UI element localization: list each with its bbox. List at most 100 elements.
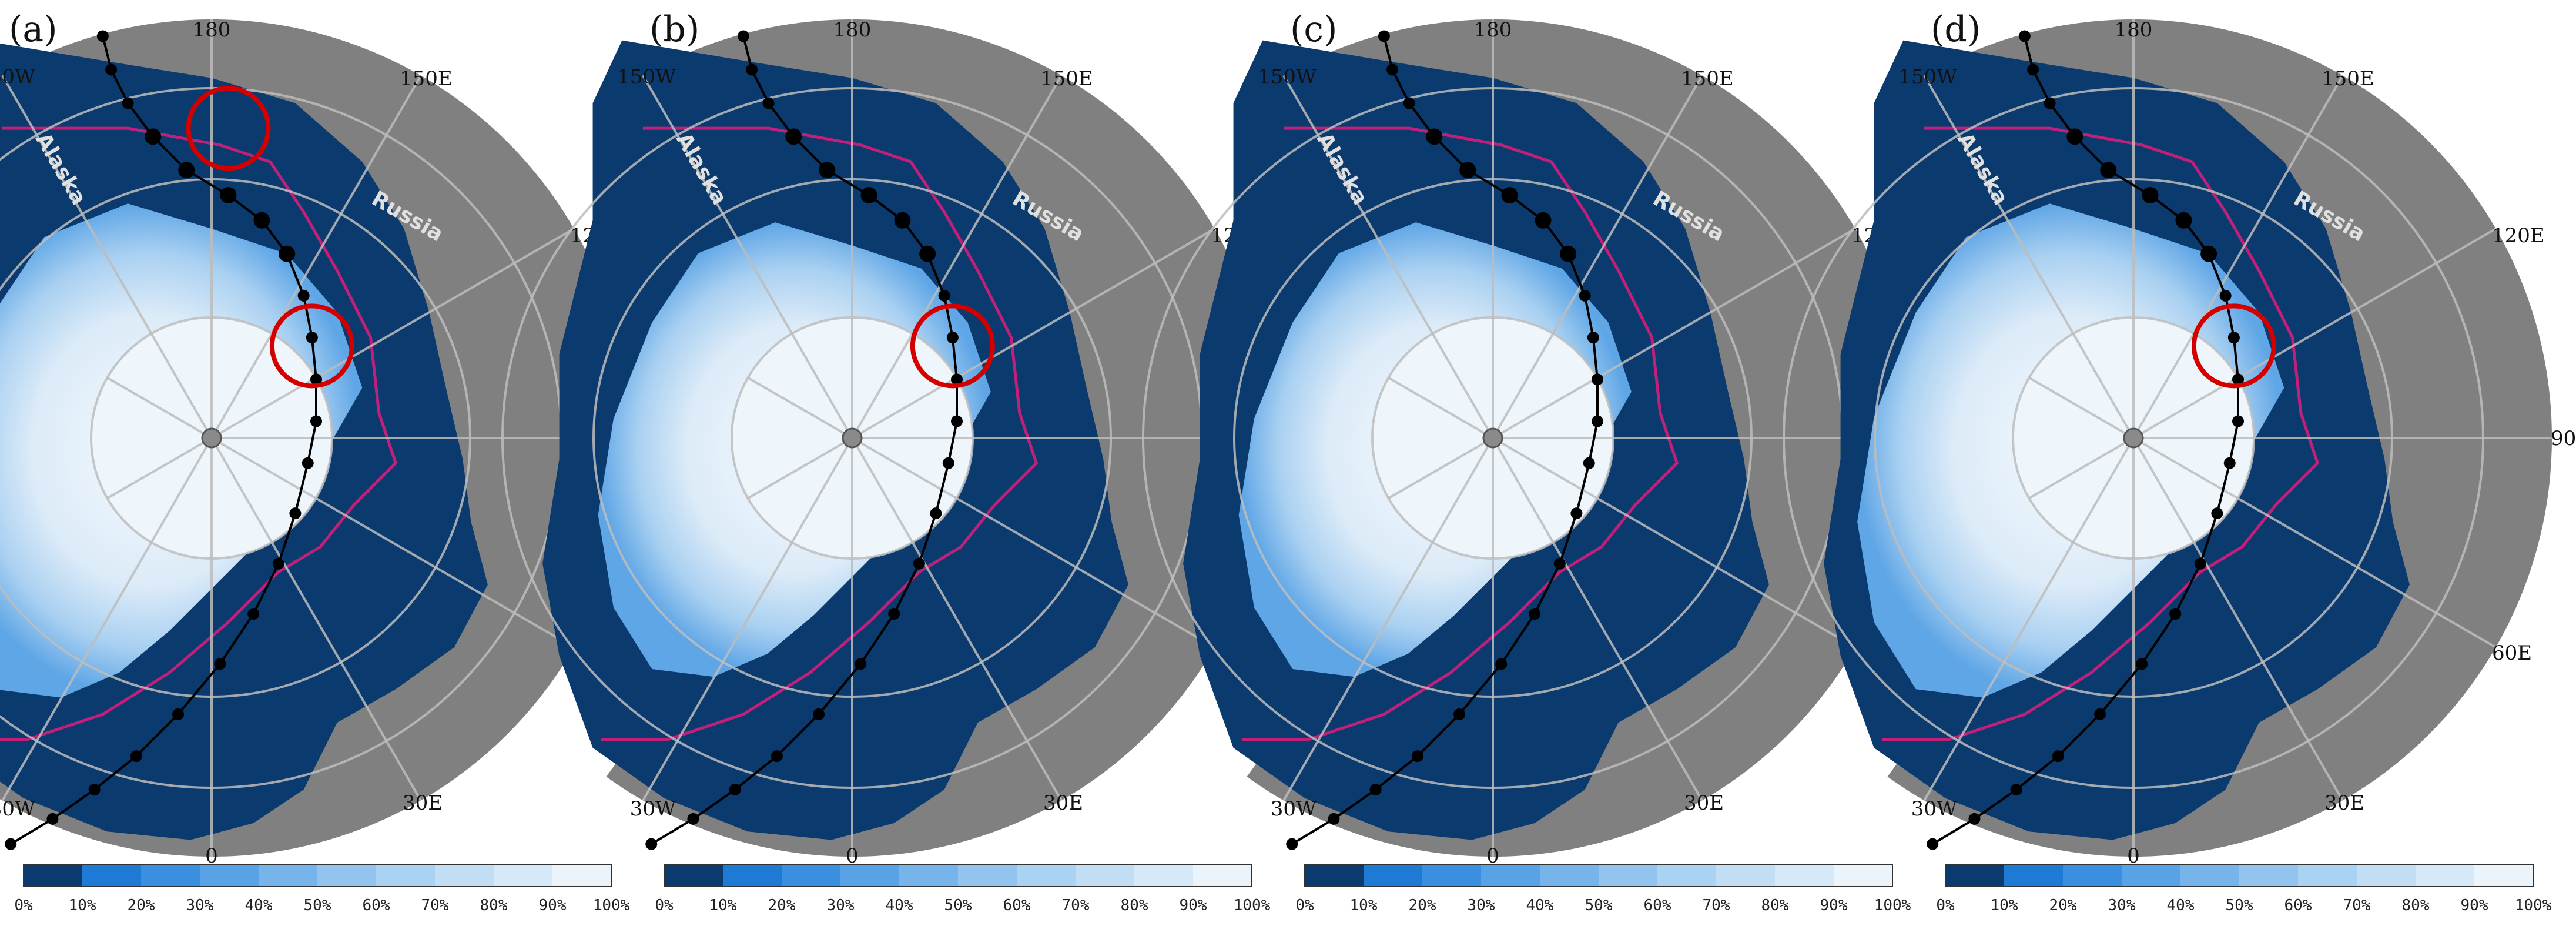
- panel-letter: (b): [649, 9, 699, 50]
- colorbar-tick-label: 100%: [1874, 897, 1911, 914]
- colorbar-tick-label: 100%: [2515, 897, 2552, 914]
- colorbar-tick-label: 50%: [944, 897, 972, 914]
- meridian-line: [2028, 376, 2135, 439]
- colorbar-tick-label: 30%: [827, 897, 855, 914]
- track-marker: [2094, 708, 2106, 720]
- colorbar-tick-label: 80%: [2402, 897, 2430, 914]
- colorbar-tick-label: 30%: [2108, 897, 2136, 914]
- track-marker: [130, 750, 142, 763]
- track-marker: [919, 245, 936, 262]
- colorbar-tick-label: 0%: [1936, 897, 1955, 914]
- colorbar-segment: [1540, 864, 1599, 887]
- colorbar-tick-label: 0%: [14, 897, 33, 914]
- track-marker: [1553, 557, 1566, 570]
- colorbar-4: 0% 10% 20% 30% 40% 50% 60% 70% 80% 90% 100%: [1936, 864, 2552, 914]
- track-marker: [253, 212, 270, 229]
- meridian-line: [1, 75, 213, 439]
- track-marker: [942, 457, 954, 469]
- colorbar-tick-label: 100%: [593, 897, 630, 914]
- track-marker: [105, 63, 118, 76]
- colorbar-tick-label: 60%: [2284, 897, 2312, 914]
- colorbar-tick-label: 70%: [1703, 897, 1730, 914]
- colorbar-tick-label: 20%: [768, 897, 796, 914]
- colorbar-segment: [494, 864, 553, 887]
- colorbar-tick-label: 80%: [1121, 897, 1148, 914]
- track-marker: [1927, 838, 1939, 850]
- meridian-label-180: 180: [833, 18, 872, 42]
- track-marker: [2044, 97, 2056, 109]
- meridian-line: [1282, 437, 1494, 801]
- track-marker: [1570, 507, 1583, 520]
- meridian-line: [106, 437, 213, 500]
- track-marker: [1328, 813, 1340, 825]
- track-marker: [1495, 658, 1508, 670]
- colorbar-segment: [24, 864, 83, 887]
- track-marker: [122, 97, 134, 109]
- track-marker: [785, 128, 802, 145]
- track-marker: [220, 187, 237, 204]
- meridian-label-30w: 30W: [1271, 797, 1317, 821]
- colorbar-tick-label: 20%: [128, 897, 155, 914]
- ship-track: [1291, 35, 1599, 845]
- track-marker: [1369, 784, 1382, 796]
- colorbar-segment: [1775, 864, 1834, 887]
- meridian-label-30w: 30W: [0, 797, 35, 821]
- colorbar-segment: [141, 864, 200, 887]
- colorbar-tick-label: 20%: [2049, 897, 2077, 914]
- colorbar-2: 0% 10% 20% 30% 40% 50% 60% 70% 80% 90% 100%: [655, 864, 1271, 914]
- colorbar-tick-label: 90%: [2461, 897, 2488, 914]
- highlight-circle-laptev: [2191, 303, 2276, 389]
- track-marker: [946, 332, 959, 344]
- colorbar-segment: [2004, 864, 2064, 887]
- colorbar-segment: [552, 864, 612, 887]
- track-marker: [46, 813, 59, 825]
- meridian-line: [747, 376, 853, 439]
- track-marker: [96, 30, 109, 42]
- meridian-line: [852, 437, 1215, 648]
- meridian-label-150w: 150W: [617, 65, 676, 89]
- meridian-line: [210, 75, 422, 439]
- meridian-line: [2028, 437, 2135, 500]
- colorbar-segment: [2122, 864, 2181, 887]
- map-panel-1: 180150W150E120E90E60E30E30W0RussiaAlaska…: [0, 9, 669, 868]
- colorbar-tick-label: 40%: [886, 897, 913, 914]
- colorbar-segment: [259, 864, 318, 887]
- colorbar-segment: [1599, 864, 1658, 887]
- track-marker: [1286, 838, 1298, 850]
- track-marker: [1426, 128, 1443, 145]
- colorbar-segment: [2357, 864, 2416, 887]
- track-marker: [951, 415, 963, 427]
- track-marker: [1560, 245, 1577, 262]
- ship-track: [10, 35, 317, 845]
- meridian-label-0: 0: [1486, 844, 1499, 868]
- meridian-line: [1282, 75, 1494, 439]
- meridian-label-0: 0: [2127, 844, 2140, 868]
- highlight-circle-chukchi: [186, 86, 271, 171]
- colorbar-segment: [840, 864, 900, 887]
- track-marker: [302, 457, 314, 469]
- meridian-label-120e: 120E: [2492, 224, 2545, 248]
- colorbar-segment: [317, 864, 377, 887]
- meridian-line: [2132, 437, 2344, 801]
- meridian-line: [1923, 75, 2135, 439]
- track-marker: [2169, 608, 2182, 620]
- track-marker: [819, 162, 836, 179]
- track-marker: [888, 608, 900, 620]
- colorbar-tick-label: 70%: [421, 897, 449, 914]
- colorbar-segment: [723, 864, 782, 887]
- track-marker: [2066, 128, 2083, 145]
- colorbar-tick-label: 50%: [2226, 897, 2253, 914]
- ice-edge-contour: [1241, 126, 1679, 741]
- colorbar-segment: [782, 864, 841, 887]
- meridian-label-0: 0: [205, 844, 218, 868]
- colorbar-segment: [1657, 864, 1717, 887]
- meridian-line: [210, 437, 422, 801]
- track-marker: [771, 750, 783, 763]
- track-marker: [247, 608, 260, 620]
- colorbar-tick-label: 80%: [1761, 897, 1789, 914]
- track-marker: [297, 289, 310, 302]
- track-marker: [813, 708, 825, 720]
- meridian-line: [2132, 75, 2344, 439]
- colorbar-tick-label: 40%: [1526, 897, 1554, 914]
